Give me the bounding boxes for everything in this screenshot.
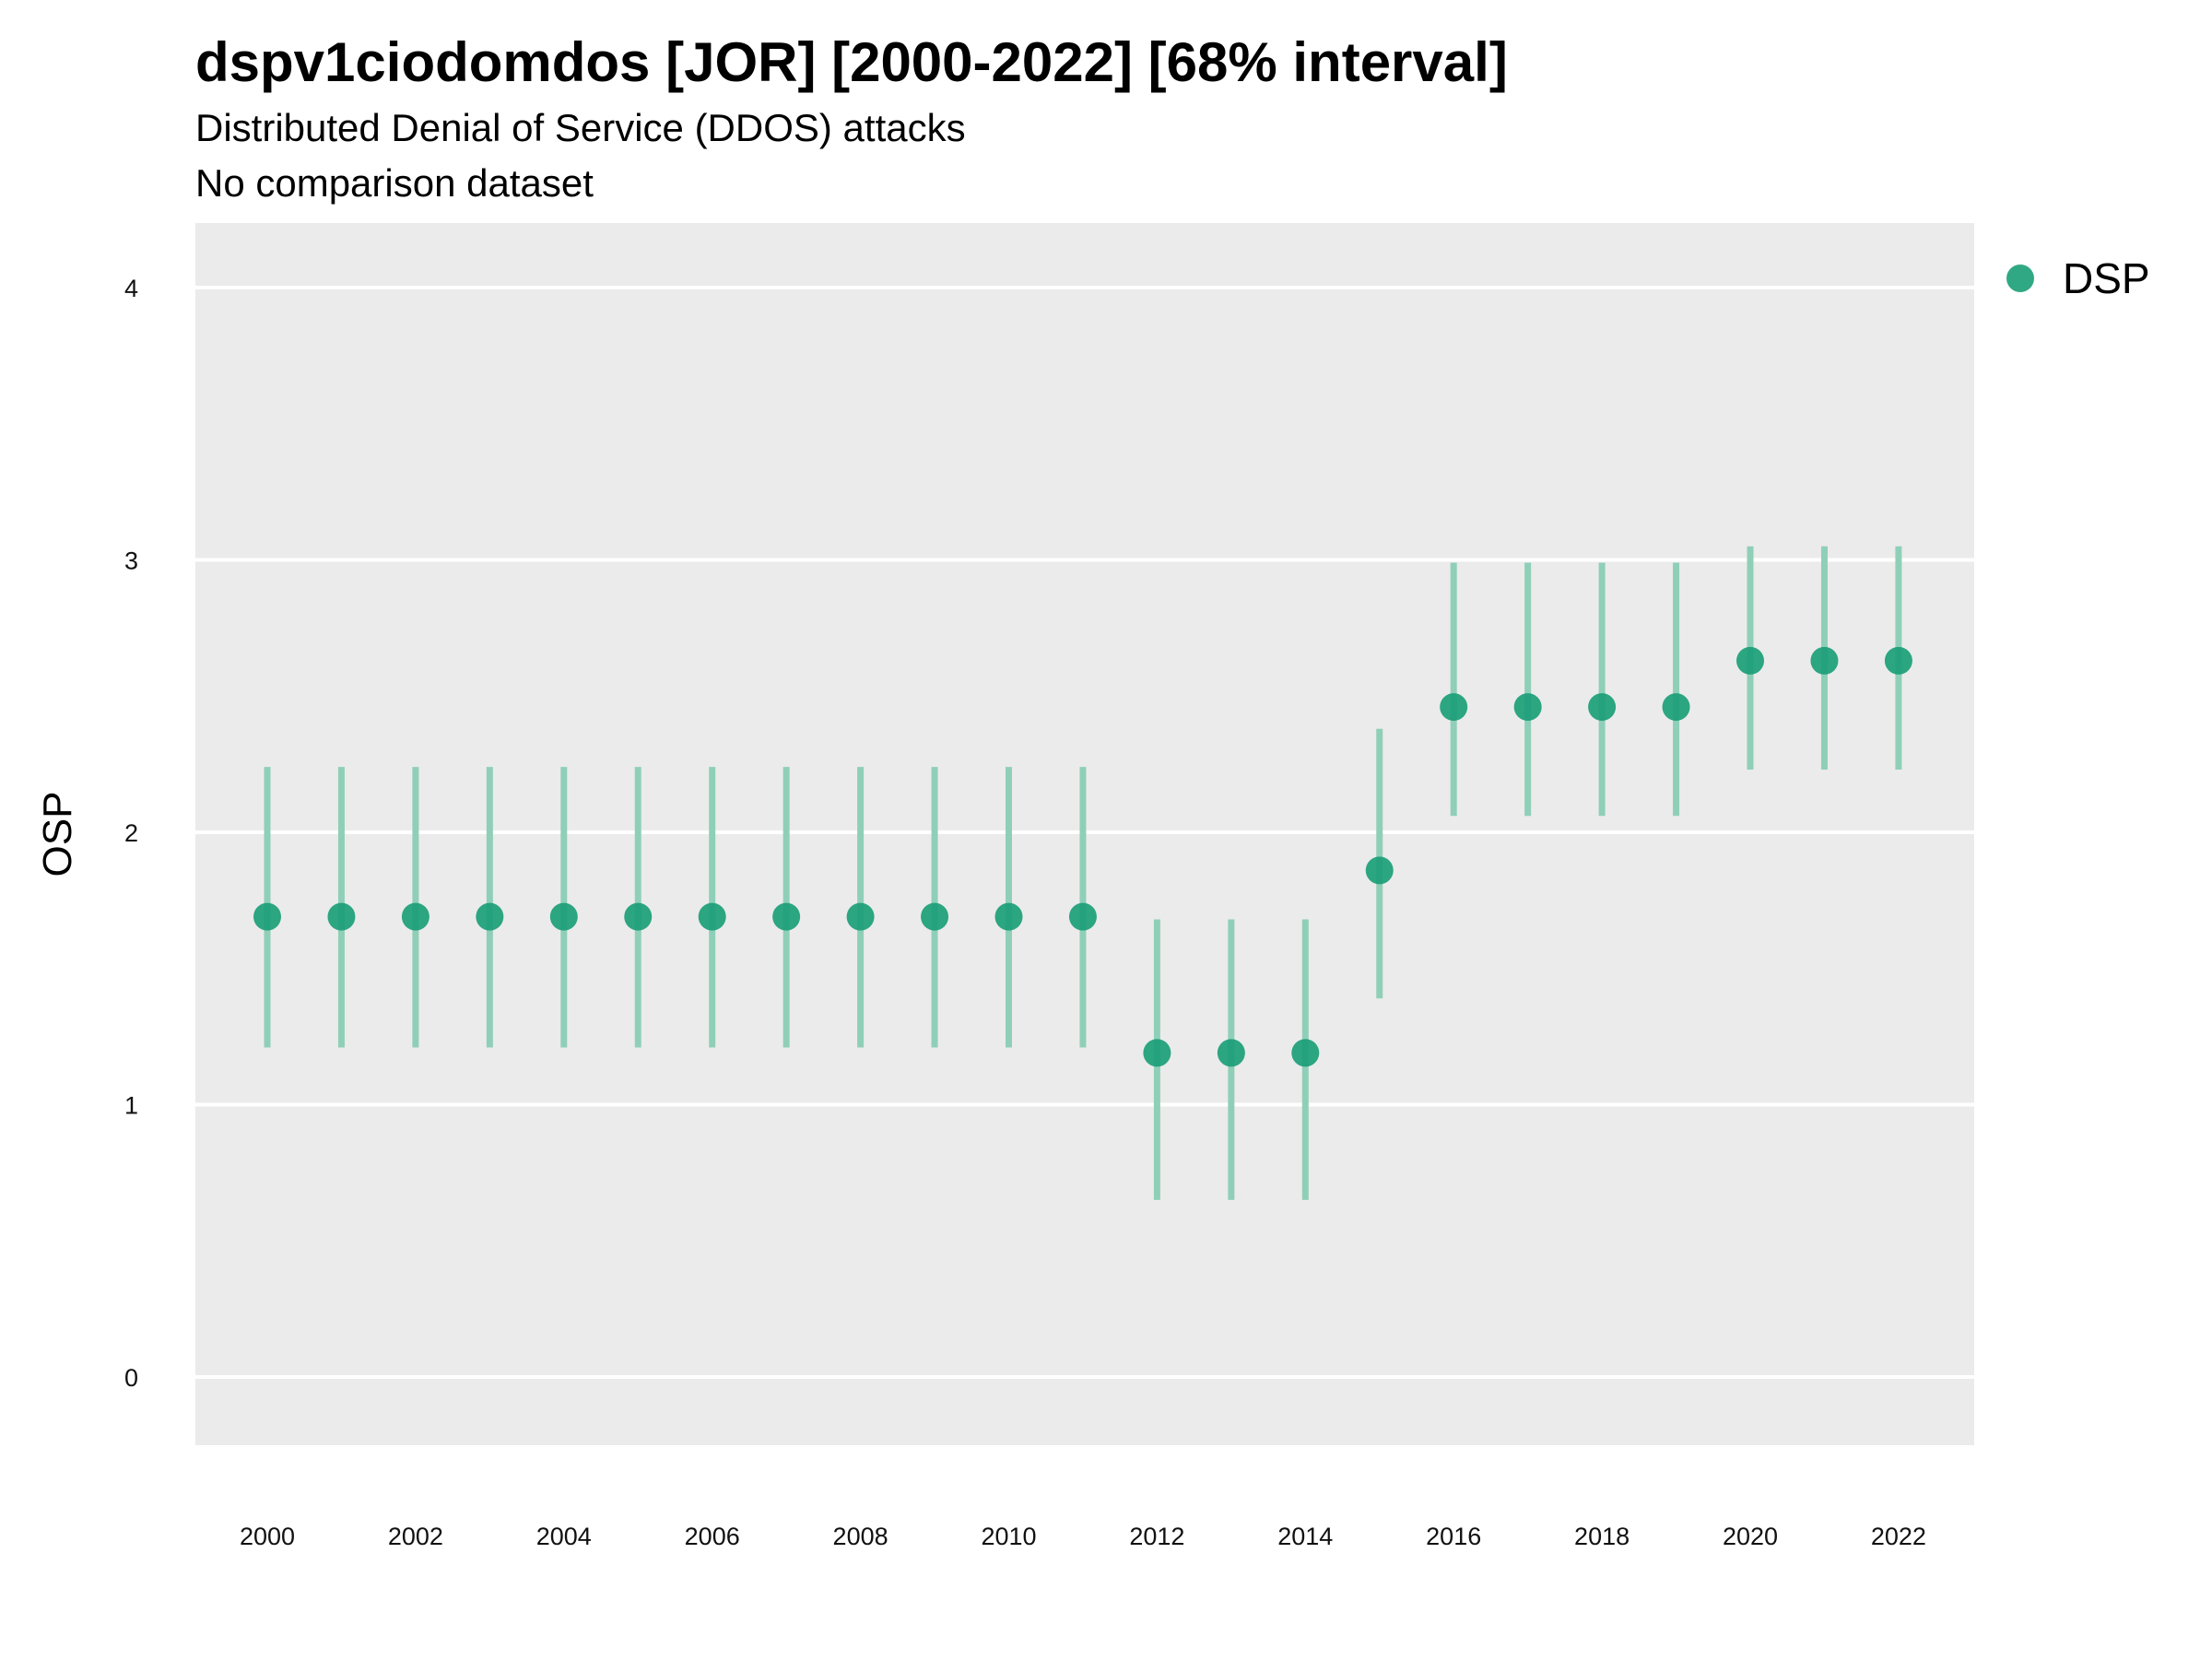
- x-tick-label-2010: 2010: [981, 1523, 1036, 1550]
- chart-subtitle: Distributed Denial of Service (DDOS) att…: [195, 106, 966, 149]
- point-2000: [253, 902, 281, 931]
- point-2009: [921, 902, 949, 931]
- point-2001: [327, 902, 356, 931]
- x-tick-label-2016: 2016: [1426, 1523, 1481, 1550]
- y-axis-ticks: 0 1 2 3 4: [124, 275, 138, 1392]
- point-2004: [549, 902, 578, 931]
- chart-title: dspv1ciodomdos [JOR] [2000-2022] [68% in…: [195, 31, 1508, 93]
- point-2010: [994, 902, 1023, 931]
- legend-marker-dsp: [2006, 265, 2034, 292]
- x-tick-label-2012: 2012: [1129, 1523, 1184, 1550]
- y-tick-label-0: 0: [124, 1364, 138, 1392]
- point-2011: [1068, 902, 1097, 931]
- point-2002: [401, 902, 429, 931]
- point-2018: [1588, 693, 1617, 722]
- x-tick-label-2008: 2008: [833, 1523, 888, 1550]
- x-tick-label-2018: 2018: [1574, 1523, 1630, 1550]
- point-2007: [772, 902, 801, 931]
- point-2016: [1440, 693, 1468, 722]
- point-2021: [1810, 646, 1839, 675]
- y-tick-label-4: 4: [124, 275, 138, 302]
- x-tick-label-2014: 2014: [1277, 1523, 1333, 1550]
- x-tick-label-2006: 2006: [685, 1523, 740, 1550]
- legend-label-dsp: DSP: [2063, 254, 2150, 302]
- x-tick-label-2022: 2022: [1871, 1523, 1926, 1550]
- x-tick-label-2002: 2002: [388, 1523, 443, 1550]
- point-2014: [1291, 1039, 1320, 1067]
- point-2006: [698, 902, 726, 931]
- point-2019: [1662, 693, 1690, 722]
- point-2012: [1143, 1039, 1171, 1067]
- x-tick-label-2000: 2000: [240, 1523, 295, 1550]
- data-points: [253, 646, 1912, 1067]
- point-2015: [1365, 856, 1394, 885]
- legend: DSP: [2006, 254, 2150, 302]
- y-tick-label-3: 3: [124, 547, 138, 575]
- y-tick-label-1: 1: [124, 1092, 138, 1120]
- point-2003: [476, 902, 504, 931]
- y-tick-label-2: 2: [124, 819, 138, 847]
- grid-lines: [195, 286, 1974, 1379]
- point-2008: [846, 902, 875, 931]
- point-2013: [1217, 1039, 1245, 1067]
- point-2005: [624, 902, 653, 931]
- x-tick-label-2004: 2004: [536, 1523, 592, 1550]
- x-tick-label-2020: 2020: [1723, 1523, 1778, 1550]
- y-axis-title: OSP: [35, 792, 80, 877]
- point-2020: [1736, 646, 1764, 675]
- point-2017: [1513, 693, 1542, 722]
- point-2022: [1884, 646, 1912, 675]
- x-axis-ticks: 2000 2002 2004 2006 2008 2010 2012 2014 2016 2018…: [240, 1523, 1926, 1550]
- chart-caption: No comparison dataset: [195, 161, 594, 205]
